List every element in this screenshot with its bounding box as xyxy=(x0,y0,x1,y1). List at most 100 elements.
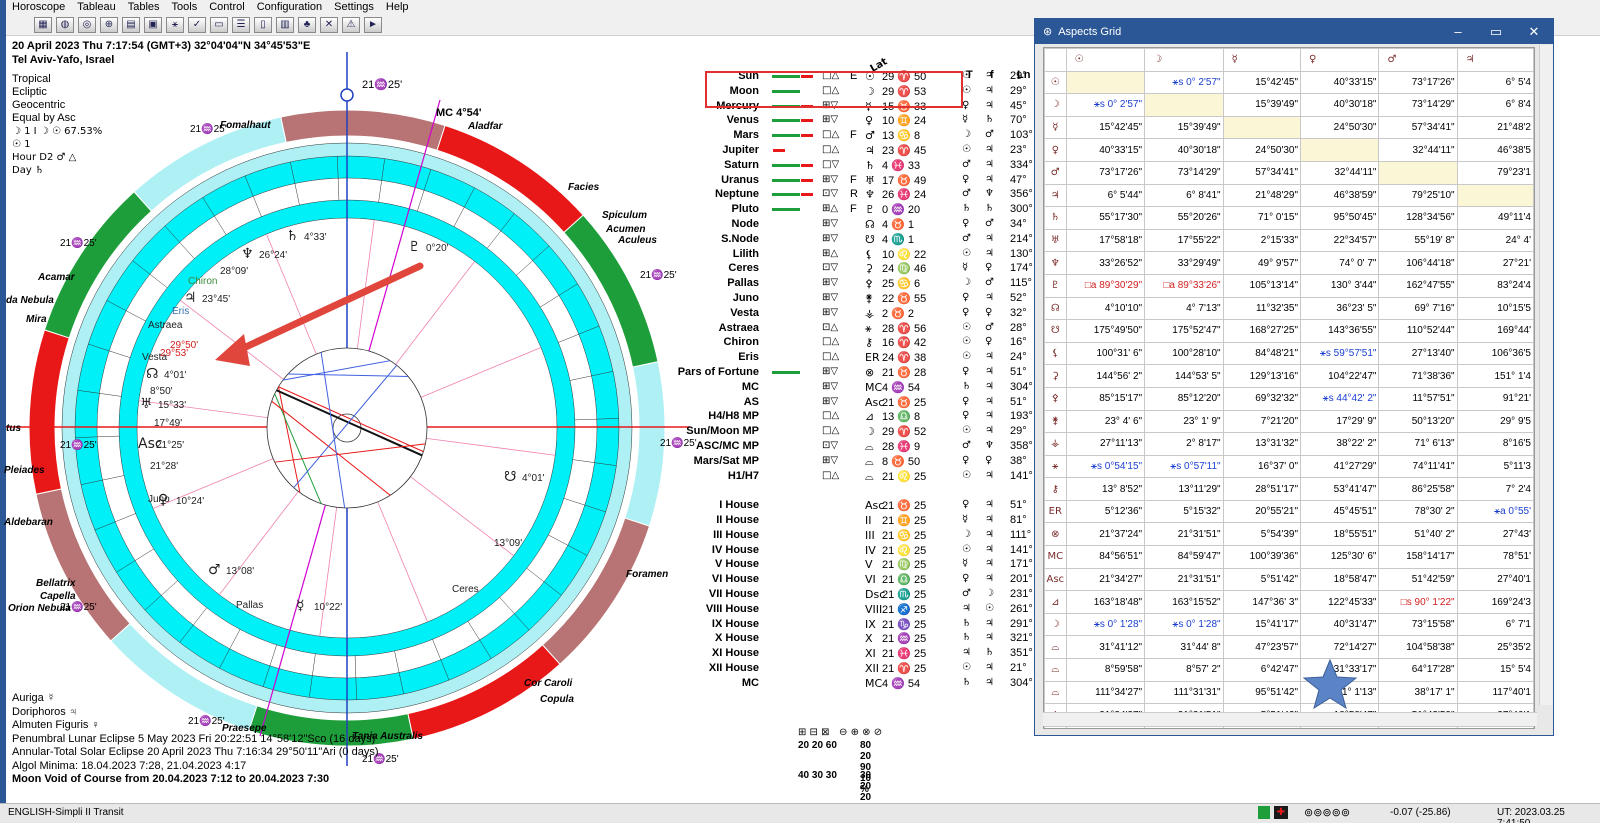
aspect-cell[interactable]: 41°27'29" xyxy=(1300,454,1380,479)
aspect-cell[interactable]: 21°31'51" xyxy=(1144,567,1224,592)
aspect-cell[interactable]: ⚹s 0° 2'57" xyxy=(1144,70,1224,95)
aspect-cell[interactable]: 163°15'52" xyxy=(1144,590,1224,614)
aspect-cell[interactable]: 38°17' 1" xyxy=(1378,680,1458,705)
planet-row[interactable]: Eris □△ ER 24 ♈ 38 ☉ ♃ 24° xyxy=(700,351,1055,366)
aspect-cell[interactable]: 6° 8'4 xyxy=(1456,93,1534,117)
aspect-cell[interactable]: 85°12'20" xyxy=(1144,386,1224,411)
image-icon[interactable]: ▣ xyxy=(144,16,162,33)
row-header[interactable]: ⌓ xyxy=(1044,635,1067,660)
column-header[interactable]: ☿ xyxy=(1222,48,1302,72)
planet-row[interactable]: AS ⊞▽ Asc 21 ♉ 25 ♀ ♃ 51° xyxy=(700,396,1055,411)
row-header[interactable]: ♄ xyxy=(1044,206,1067,230)
aspect-cell[interactable]: 74°11'41" xyxy=(1378,454,1458,479)
row-header[interactable]: ☉ xyxy=(1044,70,1067,95)
aspect-cell[interactable]: 73°17'26" xyxy=(1378,70,1458,95)
aspect-cell[interactable] xyxy=(1378,160,1458,185)
aspect-cell[interactable]: 163°18'48" xyxy=(1065,590,1146,614)
aspect-cell[interactable]: 8°59'58" xyxy=(1065,658,1146,682)
aspect-cell[interactable]: 71° 0'15" xyxy=(1222,206,1302,230)
planet-row[interactable]: Pars of Fortune ⊞▽ ⊗ 21 ♉ 28 ♀ ♃ 51° xyxy=(678,366,1055,381)
aspect-cell[interactable]: 15°42'45" xyxy=(1222,70,1302,95)
menu-settings[interactable]: Settings xyxy=(334,1,374,13)
planet-row[interactable]: VII House Dsc 21 ♏ 25 ♂ ☽ 231° xyxy=(700,588,1055,603)
aspect-cell[interactable]: 73°14'29" xyxy=(1378,93,1458,117)
aspect-cell[interactable]: 23° 4' 6" xyxy=(1065,409,1146,434)
aspect-cell[interactable]: 69° 7'16" xyxy=(1378,296,1458,321)
planet-row[interactable]: I House Asc 21 ♉ 25 ♀ ♃ 51° xyxy=(700,499,1055,514)
aspect-cell[interactable]: 100°28'10" xyxy=(1144,341,1224,366)
menu-control[interactable]: Control xyxy=(209,1,245,13)
close-button[interactable]: ✕ xyxy=(1528,23,1540,39)
aspect-cell[interactable]: 28°51'17" xyxy=(1222,477,1302,501)
tree-icon[interactable]: ♣ xyxy=(298,16,316,33)
planet-row[interactable]: V House V 21 ♍ 25 ☿ ♃ 171° xyxy=(700,558,1055,573)
aspect-cell[interactable]: 27°21' xyxy=(1456,251,1534,275)
row-header[interactable]: ♃ xyxy=(1044,183,1067,208)
aspect-cell[interactable]: 21°48'29" xyxy=(1222,183,1302,208)
aspect-cell[interactable]: 13° 8'52" xyxy=(1065,477,1146,501)
aspect-cell[interactable]: 25°35'2 xyxy=(1456,635,1534,660)
aspect-cell[interactable]: 46°38'5 xyxy=(1456,138,1534,162)
planet-row[interactable]: H1/H7 □△ ⌓ 21 ♌ 25 ☉ ♃ 141° xyxy=(700,470,1055,485)
aspect-cell[interactable]: 79°23'1 xyxy=(1456,160,1534,185)
minimize-button[interactable]: – xyxy=(1454,23,1462,39)
aspects-titlebar[interactable]: ⊛ Aspects Grid – ▭ ✕ xyxy=(1035,19,1553,44)
aspect-cell[interactable]: 11° 1'13" xyxy=(1300,725,1380,728)
run-icon[interactable]: ► xyxy=(364,16,382,33)
menu-tables[interactable]: Tables xyxy=(127,1,160,13)
aspect-cell[interactable]: 74° 0' 7" xyxy=(1300,251,1380,275)
row-header[interactable]: ⚸ xyxy=(1044,341,1067,366)
aspect-cell[interactable]: 4°10'10" xyxy=(1065,296,1146,321)
aspect-cell[interactable]: 47°23'57" xyxy=(1222,635,1302,660)
planet-row[interactable]: III House III 21 ♋ 25 ☽ ♃ 111° xyxy=(700,529,1055,544)
aspect-cell[interactable]: 169°44' xyxy=(1456,319,1534,343)
planet-row[interactable]: IV House IV 21 ♌ 25 ☉ ♃ 141° xyxy=(700,544,1055,559)
aspect-cell[interactable]: 21°48'2 xyxy=(1456,115,1534,140)
aspect-cell[interactable]: 29° 9'5 xyxy=(1456,409,1534,434)
row-header[interactable]: ⚹ xyxy=(1044,454,1067,479)
aspect-cell[interactable]: 169°24'3 xyxy=(1456,590,1534,614)
aspect-cell[interactable]: □a 89°30'29" xyxy=(1065,273,1146,298)
aspect-cell[interactable]: 130° 3'44" xyxy=(1300,273,1380,298)
status-red-icon[interactable]: ✚ xyxy=(1274,806,1288,819)
aspect-cell[interactable]: 104°22'47" xyxy=(1300,364,1380,388)
planet-row[interactable]: VI House VI 21 ♎ 25 ♀ ♃ 201° xyxy=(700,573,1055,588)
aspect-cell[interactable]: 129°13'16" xyxy=(1222,364,1302,388)
planet-row[interactable]: Jupiter □△ ♃ 23 ♈ 45 ☉ ♃ 23° xyxy=(700,144,1055,159)
aspect-cell[interactable]: 13°11'29" xyxy=(1144,477,1224,501)
planet-row[interactable]: Sun □△ E ☉ 29 ♈ 50 ☉ ♃ 29° xyxy=(700,70,1055,85)
column-header[interactable]: ♀ xyxy=(1300,48,1380,72)
aspect-cell[interactable]: 95°50'45" xyxy=(1300,206,1380,230)
aspect-cell[interactable]: 111°31'31" xyxy=(1144,680,1224,705)
aspect-cell[interactable]: 83°24'4 xyxy=(1456,273,1534,298)
aspect-cell[interactable]: 162°47'55" xyxy=(1378,273,1458,298)
menu-horoscope[interactable]: Horoscope xyxy=(12,1,66,13)
aspect-cell[interactable]: 17°55'22" xyxy=(1144,228,1224,253)
aspect-cell[interactable]: 4° 7'13" xyxy=(1144,296,1224,321)
row-header[interactable]: ♆ xyxy=(1044,251,1067,275)
aspect-cell[interactable]: 53°41'47" xyxy=(1300,477,1380,501)
aspect-cell[interactable]: 100°39'36" xyxy=(1222,545,1302,569)
aspect-cell[interactable]: 5°15'32" xyxy=(1144,499,1224,524)
column-header[interactable]: ♂ xyxy=(1378,48,1458,72)
aspect-cell[interactable]: 49° 9'57" xyxy=(1222,251,1302,275)
aspect-cell[interactable]: 21°42'59" xyxy=(1378,725,1458,728)
grid-icon[interactable]: ▦ xyxy=(34,16,52,33)
aspect-cell[interactable]: 51°40' 2" xyxy=(1378,522,1458,547)
aspect-cell[interactable]: 32°44'11" xyxy=(1378,138,1458,162)
aspect-cell[interactable] xyxy=(1065,70,1146,95)
aspect-cell[interactable]: 79°25'10" xyxy=(1378,183,1458,208)
aspect-cell[interactable]: 24°50'30" xyxy=(1222,138,1302,162)
aspect-cell[interactable]: ⚹s 44°42' 2" xyxy=(1300,386,1380,411)
aspect-cell[interactable]: 21°31'51" xyxy=(1144,522,1224,547)
aspect-cell[interactable]: 13°31'32" xyxy=(1222,432,1302,456)
row-header[interactable]: ♅ xyxy=(1044,228,1067,253)
aspect-cell[interactable]: 7° 2'4 xyxy=(1456,477,1534,501)
row-header[interactable]: ♀ xyxy=(1044,138,1067,162)
table-icon[interactable]: ▤ xyxy=(122,16,140,33)
aspect-cell[interactable]: 10°15'5 xyxy=(1456,296,1534,321)
aspect-cell[interactable]: 85°15'17" xyxy=(1065,386,1146,411)
aspect-cell[interactable]: 8°57' 2" xyxy=(1144,658,1224,682)
aspect-cell[interactable]: 27°43' xyxy=(1456,522,1534,547)
aspect-cell[interactable]: 6°42'47" xyxy=(1222,658,1302,682)
